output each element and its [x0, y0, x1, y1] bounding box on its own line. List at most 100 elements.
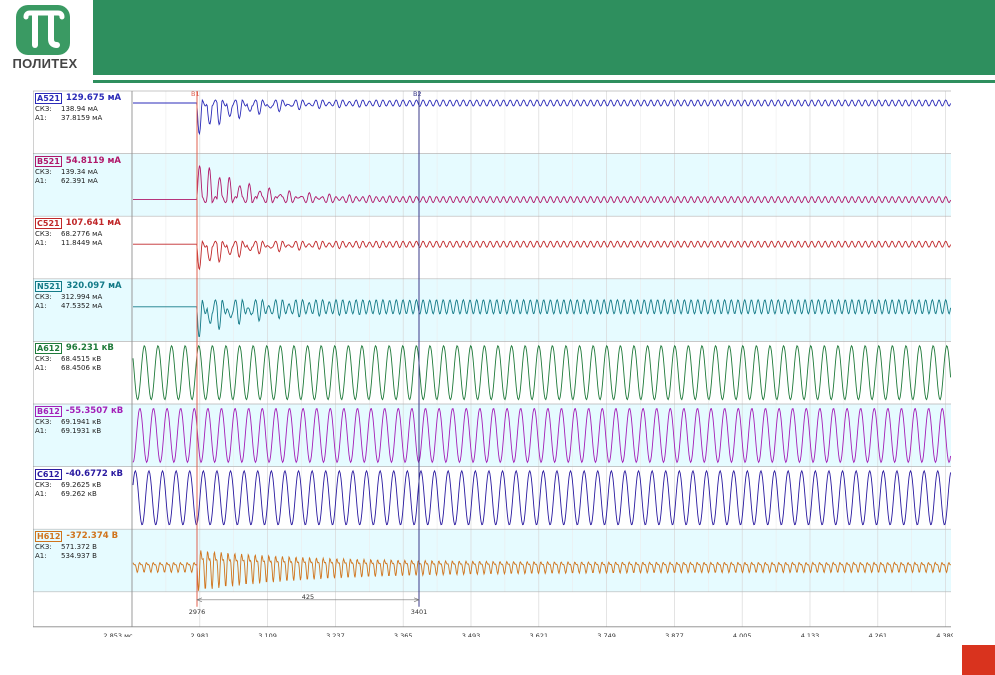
channel-header: B612 -55.3507 кВ	[35, 406, 123, 417]
channel-info-h612: H612 -372.374 В СКЗ: 571.372 В A1: 534.937 В	[35, 531, 118, 561]
a1-label: A1:	[35, 114, 47, 122]
a1-label: A1:	[35, 489, 47, 498]
time-tick-label: 4 389	[936, 632, 953, 637]
waveform-b521	[133, 165, 952, 204]
rms-value: 138.94 мА	[61, 105, 98, 113]
channel-name[interactable]: B521	[35, 155, 62, 167]
rms-label: СКЗ:	[35, 355, 52, 364]
time-tick-label: 2 981	[190, 632, 209, 637]
channel-header: N521 320.097 мА	[35, 280, 122, 292]
channel-value: 129.675 мА	[65, 93, 122, 103]
cursor-b2-label: B2	[413, 90, 422, 98]
a1-value: 62.391 мА	[61, 176, 98, 185]
channel-name[interactable]: H612	[35, 531, 63, 543]
rms-label: СКЗ:	[35, 105, 52, 113]
rms-label: СКЗ:	[35, 480, 52, 489]
channel-name[interactable]: A612	[35, 343, 62, 355]
company-logo: ПОЛИТЕХ	[0, 0, 88, 75]
cursor-b1-label: B1	[191, 90, 200, 98]
delta-arrow-left	[196, 597, 203, 603]
a1-row: A1: 37.8159 мА	[35, 114, 121, 123]
time-tick-label: 3 365	[394, 632, 413, 637]
a1-row: A1: 534.937 В	[35, 552, 118, 561]
channel-header: C612 -40.6772 кВ	[35, 468, 124, 480]
cursor-b2-time: 3401	[411, 608, 428, 616]
a1-value: 69.262 кВ	[61, 489, 97, 498]
rms-label: СКЗ:	[35, 292, 52, 301]
a1-value: 69.1931 кВ	[61, 427, 102, 435]
a1-value: 11.8449 мА	[61, 239, 103, 248]
header-divider	[93, 80, 995, 83]
rms-value: 139.34 мА	[61, 167, 98, 176]
waveform-canvas[interactable]: B1 B2 425 2976 3401 2 853 мс 2 981 3 109 3 237 3 …	[33, 86, 953, 637]
channel-row-bg	[33, 216, 951, 279]
rms-row: СКЗ: 68.4515 кВ	[35, 355, 114, 364]
a1-value: 534.937 В	[61, 552, 97, 561]
waveform-c521	[133, 240, 952, 271]
a1-value: 68.4506 кВ	[61, 364, 102, 373]
channel-info-b612: B612 -55.3507 кВ СКЗ: 69.1941 кВ A1: 69.1931 …	[35, 406, 123, 436]
rms-row: СКЗ: 312.994 мА	[35, 293, 122, 302]
time-tick-label: 3 109	[258, 632, 277, 637]
channel-value: 320.097 мА	[66, 280, 122, 291]
a1-label: A1:	[35, 239, 47, 248]
channel-row-bg	[33, 529, 951, 592]
time-tick-label: 3 493	[462, 632, 481, 637]
rms-row: СКЗ: 571.372 В	[35, 543, 118, 552]
rms-label: СКЗ:	[35, 418, 52, 426]
rms-row: СКЗ: 69.2625 кВ	[35, 481, 123, 490]
channel-name[interactable]: B612	[35, 406, 62, 417]
channel-info-n521: N521 320.097 мА СКЗ: 312.994 мА A1: 47.5352 м…	[35, 280, 122, 311]
a1-value: 47.5352 мА	[61, 301, 103, 310]
channel-header: A521 129.675 мА	[35, 93, 121, 104]
rms-value: 68.2776 мА	[61, 230, 103, 239]
a1-label: A1:	[35, 552, 47, 561]
rms-row: СКЗ: 68.2776 мА	[35, 230, 121, 239]
rms-label: СКЗ:	[35, 167, 52, 176]
channel-header: C521 107.641 мА	[35, 218, 121, 230]
channel-row-bg	[33, 153, 951, 217]
waveform-a612	[132, 344, 952, 401]
time-tick-label: 4 005	[733, 632, 752, 637]
channel-name[interactable]: C521	[35, 218, 62, 230]
logo-text: ПОЛИТЕХ	[12, 56, 78, 71]
channel-row-bg	[33, 341, 951, 404]
waveform-c612	[132, 469, 952, 526]
channel-header: H612 -372.374 В	[35, 531, 118, 543]
waveform-h612	[132, 550, 951, 591]
a1-row: A1: 62.391 мА	[35, 177, 121, 186]
channel-info-c521: C521 107.641 мА СКЗ: 68.2776 мА A1: 11.8449 м…	[35, 218, 121, 248]
waveform-b612	[132, 408, 952, 464]
slide-corner-marker	[962, 645, 995, 675]
a1-label: A1:	[35, 176, 47, 185]
cursor-b1-time: 2976	[189, 608, 206, 616]
channel-value: 107.641 мА	[65, 218, 121, 229]
time-tick-label: 3 749	[597, 632, 616, 637]
channel-info-c612: C612 -40.6772 кВ СКЗ: 69.2625 кВ A1: 69.262 к…	[35, 468, 124, 499]
waveform-n521	[133, 298, 952, 338]
time-tick-label: 4 133	[801, 632, 820, 637]
channel-name[interactable]: N521	[35, 280, 63, 292]
channel-value: 96.231 кВ	[65, 343, 114, 354]
channel-name[interactable]: C612	[35, 468, 62, 480]
rms-row: СКЗ: 138.94 мА	[35, 105, 121, 114]
a1-row: A1: 11.8449 мА	[35, 239, 121, 248]
a1-row: A1: 69.1931 кВ	[35, 427, 123, 436]
oscillogram-viewer[interactable]: B1 B2 425 2976 3401 2 853 мс 2 981 3 109 3 237 3 …	[33, 86, 953, 637]
channel-info-a612: A612 96.231 кВ СКЗ: 68.4515 кВ A1: 68.4506 кВ	[35, 343, 114, 373]
rms-value: 312.994 мА	[61, 292, 103, 301]
channel-row-bg	[33, 91, 951, 154]
a1-row: A1: 68.4506 кВ	[35, 364, 114, 373]
rms-row: СКЗ: 69.1941 кВ	[35, 418, 123, 427]
time-tick-label: 3 621	[529, 632, 548, 637]
rms-row: СКЗ: 139.34 мА	[35, 168, 121, 177]
rms-value: 571.372 В	[61, 543, 97, 552]
a1-label: A1:	[35, 364, 47, 373]
channel-value: -40.6772 кВ	[65, 468, 124, 479]
channel-name[interactable]: A521	[35, 93, 62, 104]
a1-row: A1: 69.262 кВ	[35, 490, 123, 499]
time-tick-label: 3 237	[326, 632, 345, 637]
rms-label: СКЗ:	[35, 543, 52, 552]
channel-info-a521: A521 129.675 мА СКЗ: 138.94 мА A1: 37.8159 мА	[35, 93, 121, 123]
waveform-a521	[133, 98, 952, 136]
